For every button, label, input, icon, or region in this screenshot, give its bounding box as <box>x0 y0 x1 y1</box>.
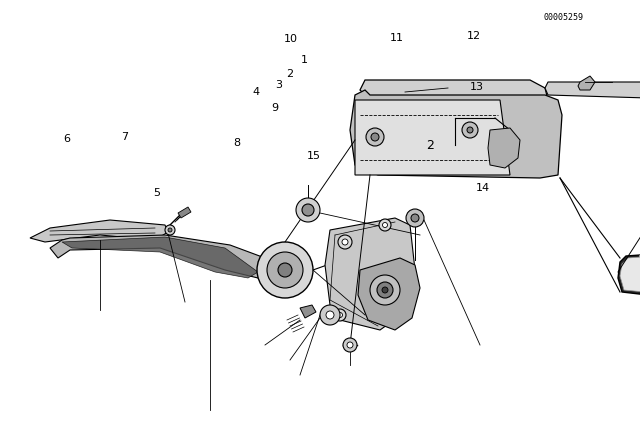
Circle shape <box>467 127 473 133</box>
Polygon shape <box>620 252 640 298</box>
Polygon shape <box>350 90 562 178</box>
Circle shape <box>296 198 320 222</box>
Text: 8: 8 <box>233 138 241 148</box>
Circle shape <box>267 252 303 288</box>
Polygon shape <box>360 80 548 108</box>
Text: 6: 6 <box>64 134 70 144</box>
Circle shape <box>411 214 419 222</box>
Text: 9: 9 <box>271 103 279 112</box>
Circle shape <box>379 219 391 231</box>
Text: 00005259: 00005259 <box>543 13 583 22</box>
Circle shape <box>371 133 379 141</box>
Circle shape <box>338 235 352 249</box>
Polygon shape <box>30 220 168 242</box>
Text: 15: 15 <box>307 151 321 161</box>
Circle shape <box>342 239 348 245</box>
Circle shape <box>334 309 346 321</box>
Polygon shape <box>300 305 316 318</box>
Text: 3: 3 <box>275 80 282 90</box>
Polygon shape <box>578 76 595 90</box>
Polygon shape <box>488 128 520 168</box>
Polygon shape <box>62 237 258 278</box>
Circle shape <box>382 287 388 293</box>
Circle shape <box>377 282 393 298</box>
Polygon shape <box>325 218 415 330</box>
Circle shape <box>326 311 334 319</box>
Circle shape <box>320 305 340 325</box>
Circle shape <box>383 223 387 228</box>
Text: 10: 10 <box>284 34 298 44</box>
Text: 14: 14 <box>476 183 490 193</box>
Text: 7: 7 <box>121 132 129 142</box>
Text: 12: 12 <box>467 31 481 41</box>
Circle shape <box>406 209 424 227</box>
Circle shape <box>462 122 478 138</box>
Circle shape <box>343 338 357 352</box>
Text: 5: 5 <box>154 188 160 198</box>
Text: 2: 2 <box>285 69 293 79</box>
Polygon shape <box>358 258 420 330</box>
Polygon shape <box>50 235 270 278</box>
Circle shape <box>165 225 175 235</box>
Circle shape <box>302 204 314 216</box>
Text: 4: 4 <box>252 87 260 97</box>
Polygon shape <box>355 100 510 175</box>
Circle shape <box>370 275 400 305</box>
Text: 13: 13 <box>470 82 484 92</box>
Polygon shape <box>545 82 640 100</box>
Circle shape <box>347 342 353 348</box>
Text: 11: 11 <box>390 33 404 43</box>
Circle shape <box>257 242 313 298</box>
Circle shape <box>168 228 172 232</box>
Polygon shape <box>618 250 640 302</box>
Circle shape <box>366 128 384 146</box>
Polygon shape <box>178 207 191 218</box>
Text: 2: 2 <box>426 138 434 151</box>
Circle shape <box>278 263 292 277</box>
Text: 1: 1 <box>301 56 307 65</box>
Circle shape <box>337 313 342 318</box>
